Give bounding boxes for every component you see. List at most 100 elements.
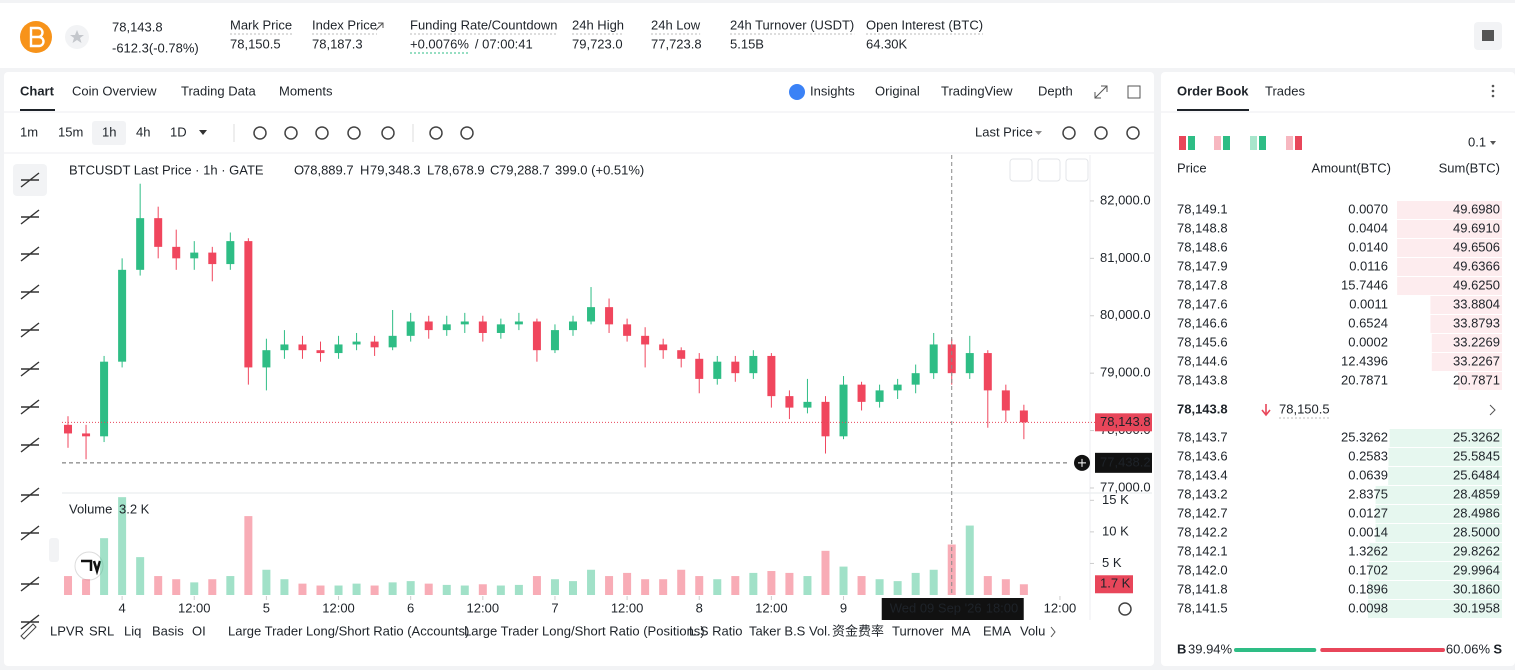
indicator[interactable]: Large Trader Long/Short Ratio (Positions… bbox=[464, 623, 705, 638]
stat-label[interactable]: Open Interest (BTC) bbox=[866, 17, 983, 32]
chevron[interactable] bbox=[1489, 404, 1496, 416]
indicator[interactable]: SRL bbox=[89, 623, 114, 638]
stat-label[interactable]: 24h Low bbox=[651, 17, 701, 32]
drawing-tool[interactable] bbox=[20, 322, 40, 338]
drawing-tool[interactable] bbox=[20, 284, 40, 300]
indicator[interactable]: Liq bbox=[124, 623, 141, 638]
order-price[interactable]: 78,141.5 bbox=[1177, 600, 1228, 615]
order-price[interactable]: 78,143.8 bbox=[1177, 372, 1228, 387]
indicator[interactable]: Taker B.S Vol. bbox=[749, 623, 831, 638]
interval[interactable]: 1m bbox=[20, 124, 38, 139]
toolbar-icon[interactable] bbox=[1094, 126, 1108, 140]
toolbar-icon[interactable] bbox=[381, 126, 395, 140]
order-price[interactable]: 78,149.1 bbox=[1177, 201, 1228, 216]
volume-bar bbox=[316, 585, 325, 595]
order-price[interactable]: 78,148.6 bbox=[1177, 239, 1228, 254]
drawing-tool[interactable] bbox=[20, 437, 40, 453]
chart-tab[interactable]: Chart bbox=[20, 83, 55, 98]
view-option[interactable]: TradingView bbox=[941, 83, 1013, 98]
settings-icon[interactable] bbox=[1118, 602, 1132, 616]
order-price[interactable]: 78,147.9 bbox=[1177, 258, 1228, 273]
order-price[interactable]: 78,148.8 bbox=[1177, 220, 1228, 235]
chart-tab[interactable]: Coin Overview bbox=[72, 83, 157, 98]
indicator[interactable]: 资金费率 bbox=[832, 623, 884, 638]
order-price[interactable]: 78,143.6 bbox=[1177, 448, 1228, 463]
window-icon[interactable] bbox=[1127, 85, 1141, 99]
collapse-tab[interactable] bbox=[49, 538, 59, 562]
indicator[interactable]: L.S Ratio bbox=[689, 623, 742, 638]
chart-tab[interactable]: Moments bbox=[279, 83, 333, 98]
dropdown-caret[interactable] bbox=[199, 130, 207, 135]
orderbook-tab[interactable]: Order Book bbox=[1177, 83, 1249, 98]
drawing-tool[interactable] bbox=[20, 576, 40, 592]
view-mode[interactable] bbox=[1214, 136, 1221, 150]
view-option[interactable]: Depth bbox=[1038, 83, 1073, 98]
view-option[interactable]: Insights bbox=[810, 83, 855, 98]
indicator[interactable]: Large Trader Long/Short Ratio (Accounts) bbox=[228, 623, 469, 638]
pane-button[interactable] bbox=[1065, 158, 1089, 182]
order-price[interactable]: 78,143.7 bbox=[1177, 429, 1228, 444]
indicator[interactable]: EMA bbox=[983, 623, 1012, 638]
pane-button[interactable] bbox=[1009, 158, 1033, 182]
drawing-tool[interactable] bbox=[20, 246, 40, 262]
drawing-tool[interactable] bbox=[20, 614, 40, 630]
stat-label[interactable]: Funding Rate/Countdown bbox=[410, 17, 557, 32]
drawing-tool[interactable] bbox=[20, 172, 40, 188]
drawing-tool[interactable] bbox=[20, 361, 40, 377]
pane-button[interactable] bbox=[1037, 158, 1061, 182]
order-price[interactable]: 78,142.0 bbox=[1177, 562, 1228, 577]
interval[interactable]: 15m bbox=[58, 124, 83, 139]
stat-label[interactable]: Index Price bbox=[312, 17, 377, 32]
drawing-tool[interactable] bbox=[20, 487, 40, 503]
order-price[interactable]: 78,142.7 bbox=[1177, 505, 1228, 520]
indicator[interactable]: OI bbox=[192, 623, 206, 638]
interval[interactable]: 4h bbox=[136, 124, 150, 139]
view-mode[interactable] bbox=[1286, 136, 1293, 150]
drawing-tool[interactable] bbox=[20, 209, 40, 225]
order-price[interactable]: 78,145.6 bbox=[1177, 334, 1228, 349]
indicator[interactable]: MA bbox=[951, 623, 971, 638]
pencil-icon[interactable] bbox=[20, 623, 37, 640]
toolbar-icon[interactable] bbox=[429, 126, 443, 140]
precision[interactable]: 0.1 bbox=[1468, 134, 1486, 149]
drawing-tool[interactable] bbox=[20, 525, 40, 541]
view-mode[interactable] bbox=[1179, 136, 1186, 150]
order-price[interactable]: 78,143.2 bbox=[1177, 486, 1228, 501]
order-price[interactable]: 78,147.6 bbox=[1177, 296, 1228, 311]
stat-label[interactable]: 24h Turnover (USDT) bbox=[730, 17, 854, 32]
expand-icon[interactable] bbox=[1094, 85, 1108, 99]
indicator[interactable]: Basis bbox=[152, 623, 184, 638]
interval[interactable]: 1D bbox=[170, 124, 187, 139]
order-price[interactable]: 78,141.8 bbox=[1177, 581, 1228, 596]
order-price[interactable]: 78,143.4 bbox=[1177, 467, 1228, 482]
toolbar-icon[interactable] bbox=[315, 126, 329, 140]
toolbar-icon[interactable] bbox=[460, 126, 474, 140]
toolbar-icon[interactable] bbox=[1062, 126, 1076, 140]
price-type[interactable]: Last Price bbox=[975, 124, 1033, 139]
drawing-tool[interactable] bbox=[20, 399, 40, 415]
toolbar-icon[interactable] bbox=[347, 126, 361, 140]
toolbar-icon[interactable] bbox=[284, 126, 298, 140]
order-price[interactable]: 78,142.2 bbox=[1177, 524, 1228, 539]
indicator[interactable]: Volu bbox=[1020, 623, 1045, 638]
candle-body bbox=[587, 307, 596, 322]
toolbar-icon[interactable] bbox=[253, 126, 267, 140]
indicator[interactable]: Turnover bbox=[892, 623, 944, 638]
indicator[interactable]: LPVR bbox=[50, 623, 84, 638]
toolbar-icon[interactable] bbox=[1126, 126, 1140, 140]
view-option[interactable]: Original bbox=[875, 83, 920, 98]
view-mode[interactable] bbox=[1250, 136, 1257, 150]
orderbook-tab[interactable]: Trades bbox=[1265, 83, 1305, 98]
chart-tab[interactable]: Trading Data bbox=[181, 83, 256, 98]
tv-logo[interactable] bbox=[74, 551, 104, 581]
stat-label[interactable]: Mark Price bbox=[230, 17, 292, 32]
order-price[interactable]: 78,146.6 bbox=[1177, 315, 1228, 330]
menu-dot[interactable] bbox=[1491, 84, 1495, 88]
order-price[interactable]: 78,144.6 bbox=[1177, 353, 1228, 368]
order-price[interactable]: 78,142.1 bbox=[1177, 543, 1228, 558]
scroll-right[interactable] bbox=[1050, 626, 1056, 638]
stat-label[interactable]: 24h High bbox=[572, 17, 624, 32]
interval[interactable]: 1h bbox=[102, 124, 116, 139]
volume-bar bbox=[731, 576, 740, 595]
order-price[interactable]: 78,147.8 bbox=[1177, 277, 1228, 292]
